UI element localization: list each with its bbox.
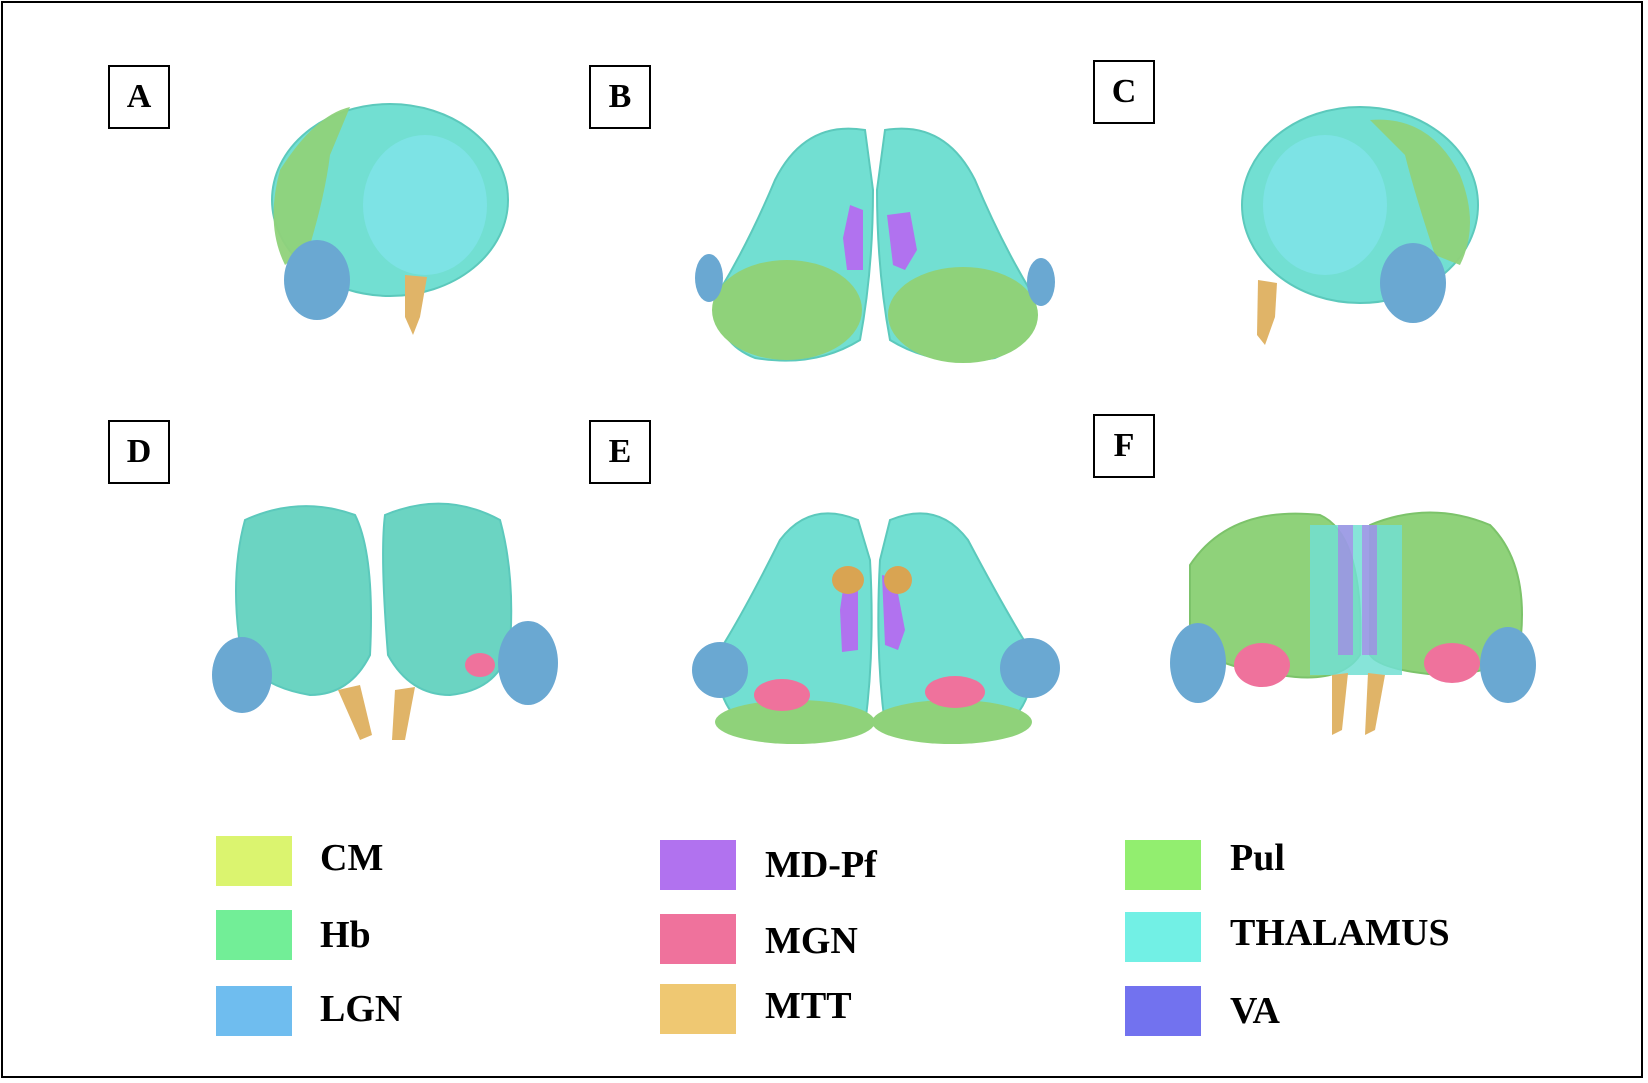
lgn-left [1170,623,1226,703]
legend-swatch-lgn [216,986,292,1036]
md-pf-right [882,575,905,650]
legend-swatch-mtt [660,984,736,1034]
panel-label-e: E [589,420,651,484]
pul-right [888,267,1038,363]
panel-label-a: A [108,65,170,129]
lgn-left [692,642,748,698]
mtt-right [884,566,912,594]
lgn-right [1480,627,1536,703]
mtt-left [832,566,864,594]
thalamus-render-e [692,512,1060,744]
mtt-left [1332,673,1348,735]
pul-region [273,107,350,265]
legend-label-mgn: MGN [765,920,858,962]
legend-swatch-md-pf [660,840,736,890]
mgn-right [465,653,495,677]
pul-left [715,700,875,744]
legend-swatch-mgn [660,914,736,964]
mgn-right [925,676,985,708]
thalamus-render-a [271,103,509,335]
md-pf-right [887,212,917,270]
legend-label-thalamus: THALAMUS [1230,912,1450,954]
md-pf-left [840,575,858,652]
panel-label-c: C [1093,60,1155,124]
pul-region [1370,119,1470,265]
lgn-shape [284,240,350,320]
legend-swatch-va [1125,986,1201,1036]
mtt-shape [405,275,427,335]
thalamus-render-f [1170,511,1536,735]
mtt-shape [1257,280,1277,345]
lgn-right [1000,638,1060,698]
md-pf-left [843,205,863,270]
mtt-right [392,687,415,740]
legend-label-mtt: MTT [765,985,852,1027]
mtt-left [338,685,372,740]
md-pf-center-right [1362,525,1377,655]
thalamus-center [1310,525,1402,675]
legend-label-md-pf: MD-Pf [765,844,877,886]
mgn-left [754,679,810,711]
right-thalamus [382,502,513,697]
thalamus-inner-shade [1263,135,1387,275]
lgn-right [1027,258,1055,306]
legend-swatch-cm [216,836,292,886]
panel-label-d: D [108,420,170,484]
pul-right [872,700,1032,744]
thalamus-render-b [695,127,1055,363]
mgn-left [1234,643,1290,687]
legend-swatch-hb [216,910,292,960]
left-thalamus [235,505,372,697]
pul-left [712,260,862,360]
legend-swatch-pul [1125,840,1201,890]
thalamus-render-d [212,502,558,740]
lgn-left [212,637,272,713]
legend-label-hb: Hb [320,914,371,956]
legend-label-cm: CM [320,837,384,879]
md-pf-center-left [1338,525,1353,655]
lgn-shape [1380,243,1446,323]
mtt-right [1365,673,1385,735]
thalamus-render-c [1241,106,1479,345]
lgn-left [695,254,723,302]
legend-label-va: VA [1230,990,1280,1032]
thalamus-inner-shade [363,135,487,275]
legend-label-lgn: LGN [320,988,403,1030]
mgn-right [1424,643,1480,683]
legend-swatch-thalamus [1125,912,1201,962]
panel-label-b: B [589,65,651,129]
panel-label-f: F [1093,414,1155,478]
lgn-right [498,621,558,705]
legend-label-pul: Pul [1230,837,1285,879]
